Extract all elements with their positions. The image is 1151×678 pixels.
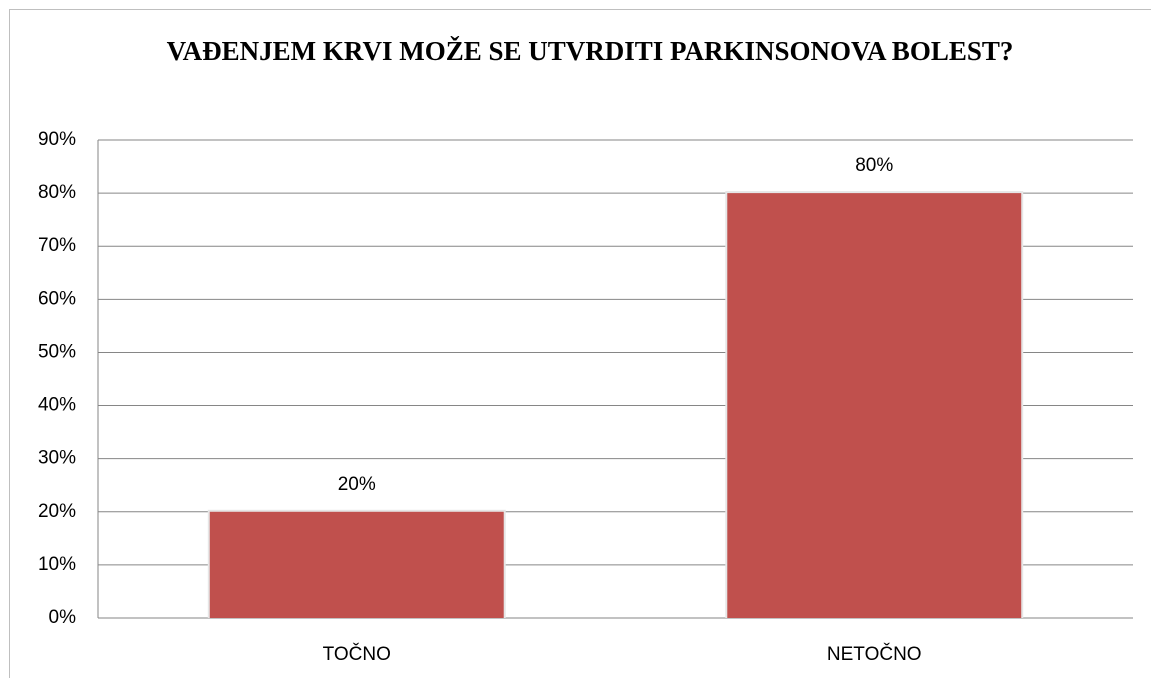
data-label: 20%: [338, 474, 376, 495]
chart-title: VAĐENJEM KRVI MOŽE SE UTVRDITI PARKINSON…: [166, 36, 1014, 66]
bar: [209, 511, 504, 618]
y-tick-label: 40%: [38, 395, 76, 416]
chart-frame: [9, 9, 1151, 678]
y-tick-label: 90%: [38, 129, 76, 150]
y-tick-label: 20%: [38, 501, 76, 522]
bar: [727, 193, 1022, 618]
y-tick-label: 70%: [38, 235, 76, 256]
y-tick-label: 80%: [38, 182, 76, 203]
y-tick-label: 10%: [38, 554, 76, 575]
y-tick-label: 60%: [38, 288, 76, 309]
x-tick-label: TOČNO: [323, 643, 391, 665]
data-label: 80%: [855, 155, 893, 176]
x-tick-label: NETOČNO: [827, 643, 922, 665]
y-tick-label: 0%: [49, 607, 77, 628]
y-tick-label: 50%: [38, 341, 76, 362]
y-tick-label: 30%: [38, 448, 76, 469]
